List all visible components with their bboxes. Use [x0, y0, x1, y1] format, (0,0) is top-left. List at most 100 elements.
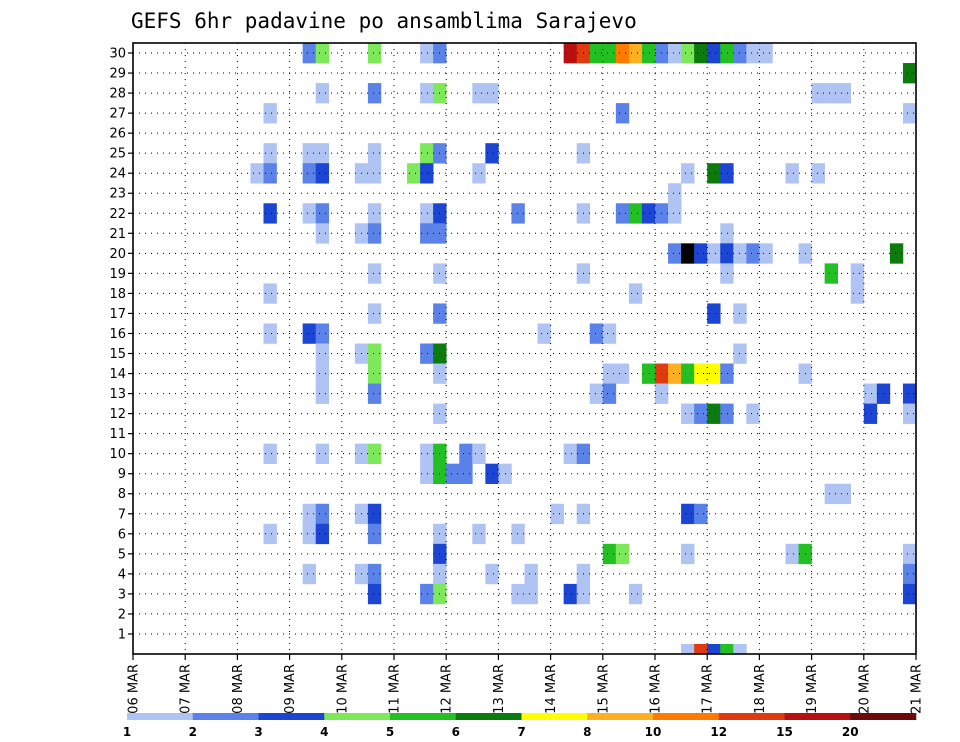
heatmap-cell [302, 143, 316, 164]
y-tick-label: 9 [118, 467, 126, 482]
heatmap-cell [602, 363, 617, 384]
heatmap-cell [720, 243, 734, 264]
heatmap-cell [511, 583, 525, 605]
heatmap-cell [367, 43, 382, 64]
heatmap-cell [302, 523, 316, 545]
heatmap-cell [785, 543, 799, 565]
legend-swatch [784, 713, 851, 720]
heatmap-cell [472, 163, 486, 184]
heatmap-cell [420, 83, 434, 104]
heatmap-cell [315, 523, 330, 545]
legend-swatch [390, 713, 457, 720]
x-tick-label: 06 MAR [127, 664, 142, 714]
heatmap-cell [720, 43, 734, 64]
heatmap-cell [850, 283, 865, 304]
y-tick-label: 19 [109, 267, 126, 282]
y-tick-label: 28 [109, 87, 126, 102]
legend-label: 6 [452, 725, 460, 739]
heatmap-cell [668, 363, 682, 384]
heatmap-cell [420, 203, 434, 224]
legend-swatch [653, 713, 720, 720]
y-tick-label: 30 [109, 47, 126, 62]
heatmap-cell [315, 83, 330, 104]
heatmap-cell [367, 83, 382, 104]
heatmap-cell [589, 323, 604, 344]
heatmap-cell [250, 163, 264, 184]
heatmap-cell [485, 463, 499, 485]
heatmap-cell [628, 583, 643, 605]
heatmap-cell [681, 403, 695, 424]
heatmap-cell [902, 543, 917, 565]
heatmap-cell [641, 43, 656, 64]
heatmap-cell [811, 163, 825, 184]
x-tick-label: 15 MAR [596, 664, 611, 714]
heatmap-cell [602, 43, 617, 64]
y-tick-label: 8 [118, 487, 126, 502]
heatmap-cell [367, 523, 382, 545]
x-tick-label: 10 MAR [335, 664, 350, 714]
legend-label: 1 [123, 725, 131, 739]
heatmap-cell [315, 163, 330, 184]
y-tick-label: 5 [118, 547, 126, 562]
heatmap-cell [367, 563, 382, 585]
heatmap-cell [733, 643, 747, 654]
heatmap-cell [668, 183, 682, 204]
legend-label: 10 [645, 725, 662, 739]
heatmap-cell [263, 203, 277, 224]
heatmap-cell [524, 583, 538, 605]
heatmap-cell [681, 503, 695, 525]
heatmap-cell [563, 443, 577, 464]
y-tick-label: 3 [118, 587, 126, 602]
legend-label: 5 [386, 725, 394, 739]
heatmap-cell [615, 103, 630, 124]
heatmap-cell [459, 443, 473, 464]
heatmap-cell [367, 303, 382, 324]
heatmap-cell [315, 443, 330, 464]
heatmap-cell [681, 543, 695, 565]
heatmap-cell [302, 163, 316, 184]
legend-label: 2 [189, 725, 197, 739]
heatmap-cell [694, 363, 708, 384]
legend-swatch [258, 713, 325, 720]
x-tick-label: 17 MAR [701, 664, 716, 714]
heatmap-cell [302, 203, 316, 224]
heatmap-cell [694, 403, 708, 424]
heatmap-cell [628, 283, 643, 304]
y-tick-label: 24 [109, 167, 126, 182]
heatmap-cell [668, 43, 682, 64]
legend-label: 4 [320, 725, 328, 739]
y-tick-label: 25 [109, 147, 126, 162]
y-tick-label: 23 [109, 187, 126, 202]
heatmap-cell [720, 363, 734, 384]
heatmap-cell [302, 323, 316, 344]
heatmap-cell [759, 43, 773, 64]
heatmap-cell [850, 263, 865, 284]
y-tick-label: 12 [109, 407, 126, 422]
heatmap-cell [315, 343, 330, 364]
heatmap-cell [315, 43, 330, 64]
heatmap-cell [472, 83, 486, 104]
legend-label: 7 [517, 725, 525, 739]
legend-label: 8 [583, 725, 591, 739]
heatmap-cell [302, 503, 316, 525]
y-tick-label: 29 [109, 67, 126, 82]
y-tick-label: 7 [118, 507, 126, 522]
heatmap-cell [485, 563, 499, 585]
heatmap-cell [315, 223, 330, 244]
heatmap-cell [589, 383, 604, 404]
y-tick-label: 14 [109, 367, 126, 382]
heatmap-cell [407, 163, 421, 184]
x-tick-label: 14 MAR [544, 664, 559, 714]
heatmap-cell [824, 483, 838, 505]
heatmap-cell [315, 323, 330, 344]
legend-swatch [718, 713, 785, 720]
y-tick-label: 21 [109, 227, 126, 242]
y-tick-label: 16 [109, 327, 126, 342]
heatmap-cell [902, 383, 917, 404]
heatmap-cell [668, 243, 682, 264]
legend-swatch [127, 713, 194, 720]
chart-title: GEFS 6hr padavine po ansamblima Sarajevo [131, 9, 637, 33]
y-tick-label: 2 [118, 607, 126, 622]
x-tick-label: 18 MAR [753, 664, 768, 714]
heatmap-cell [420, 463, 434, 485]
